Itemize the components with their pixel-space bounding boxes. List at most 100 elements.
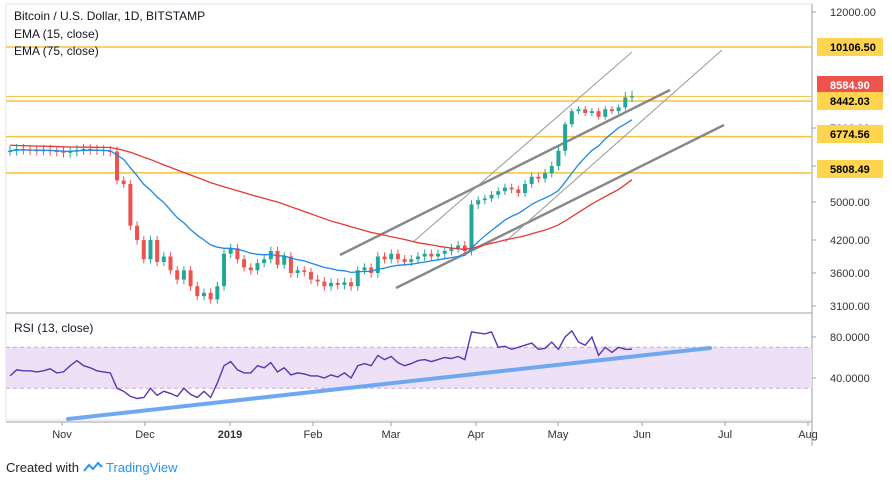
candle <box>349 282 354 287</box>
candle <box>529 176 534 184</box>
candle <box>262 259 267 264</box>
time-tick-label: Jun <box>633 429 651 441</box>
candle <box>469 204 474 251</box>
candle <box>168 256 173 271</box>
price-label-box <box>817 92 883 110</box>
candle <box>248 267 253 271</box>
price-tick-label: 3100.00 <box>830 301 870 313</box>
horizontal-levels <box>6 46 812 174</box>
footer: Created with TradingView <box>6 458 178 476</box>
candle <box>282 256 287 265</box>
candle <box>329 282 334 287</box>
rsi-title: RSI (13, close) <box>14 321 93 335</box>
ema-15-legend: EMA (15, close) <box>14 27 99 41</box>
candle <box>81 148 86 151</box>
time-tick-label: 2019 <box>218 429 242 441</box>
candle <box>616 107 621 112</box>
price-tick-label: 3600.00 <box>830 268 870 280</box>
price-tick-label: 4200.00 <box>830 235 870 247</box>
candle <box>188 270 193 287</box>
candle <box>268 251 273 260</box>
candle <box>115 151 120 181</box>
candle <box>161 256 166 262</box>
rsi-line <box>9 329 632 400</box>
candle <box>369 267 374 273</box>
candle <box>8 150 12 152</box>
price-label-box <box>817 38 883 56</box>
candle <box>148 240 153 260</box>
lower-trendline <box>395 123 725 290</box>
channel-outer-line <box>504 49 723 243</box>
candle <box>302 270 307 272</box>
candle <box>415 256 420 260</box>
candle <box>128 184 133 226</box>
time-tick-label: May <box>548 429 569 441</box>
candle <box>509 187 514 190</box>
candle <box>502 187 507 192</box>
time-tick-label: Nov <box>52 429 72 441</box>
candle <box>308 271 313 280</box>
chart-title: Bitcoin / U.S. Dollar, 1D, BITSTAMP <box>14 9 205 23</box>
candle <box>596 111 601 117</box>
candle <box>462 245 467 251</box>
candle <box>255 263 260 271</box>
candle <box>569 111 574 125</box>
candle <box>549 166 554 174</box>
price-axis: 3100.003600.004200.005000.006000.007000.… <box>812 7 883 313</box>
candle <box>489 194 494 199</box>
candle <box>476 200 481 205</box>
candle <box>61 151 66 153</box>
candle <box>235 248 240 260</box>
price-label: 8584.90 <box>830 80 870 92</box>
candle <box>342 282 347 285</box>
candle <box>295 270 300 273</box>
candle <box>563 124 568 151</box>
candle <box>422 253 427 257</box>
price-label: 5808.49 <box>830 164 870 176</box>
candle <box>315 279 320 282</box>
tradingview-logo-icon <box>83 461 103 472</box>
candle <box>516 189 521 193</box>
candle <box>355 270 360 287</box>
candle <box>208 292 213 300</box>
price-label-box <box>817 160 883 178</box>
tradingview-link[interactable]: TradingView <box>83 460 178 475</box>
tradingview-brand: TradingView <box>105 459 178 475</box>
price-label-box <box>817 125 883 143</box>
candle <box>135 225 140 240</box>
candle <box>449 248 454 251</box>
candle <box>402 259 407 262</box>
candle <box>362 267 367 271</box>
price-label: 10106.50 <box>830 42 876 54</box>
candle <box>382 256 387 260</box>
candle <box>201 292 206 297</box>
candle <box>409 259 414 262</box>
candle <box>456 245 461 249</box>
candle <box>522 184 527 193</box>
candle <box>623 97 628 108</box>
price-tick-label: 5000.00 <box>830 197 870 209</box>
candle <box>583 109 588 114</box>
channel-top-line <box>412 51 633 243</box>
time-tick-label: Aug <box>798 429 818 441</box>
candle <box>496 191 501 195</box>
created-with-label: Created with <box>6 459 79 475</box>
candle <box>121 180 126 184</box>
candle <box>536 176 541 179</box>
ema-75-line <box>9 144 633 250</box>
candle <box>242 259 247 268</box>
candle <box>589 111 594 114</box>
price-tick-label: 12000.00 <box>830 7 876 19</box>
candle <box>275 251 280 265</box>
candle <box>576 109 581 112</box>
candle <box>222 253 227 287</box>
rsi-tick-label: 80.0000 <box>830 332 870 344</box>
candle <box>288 256 293 273</box>
candle <box>603 109 608 117</box>
time-tick-label: Apr <box>467 429 484 441</box>
ema-15-line <box>9 119 633 274</box>
candle <box>375 256 380 273</box>
candle <box>609 109 614 112</box>
